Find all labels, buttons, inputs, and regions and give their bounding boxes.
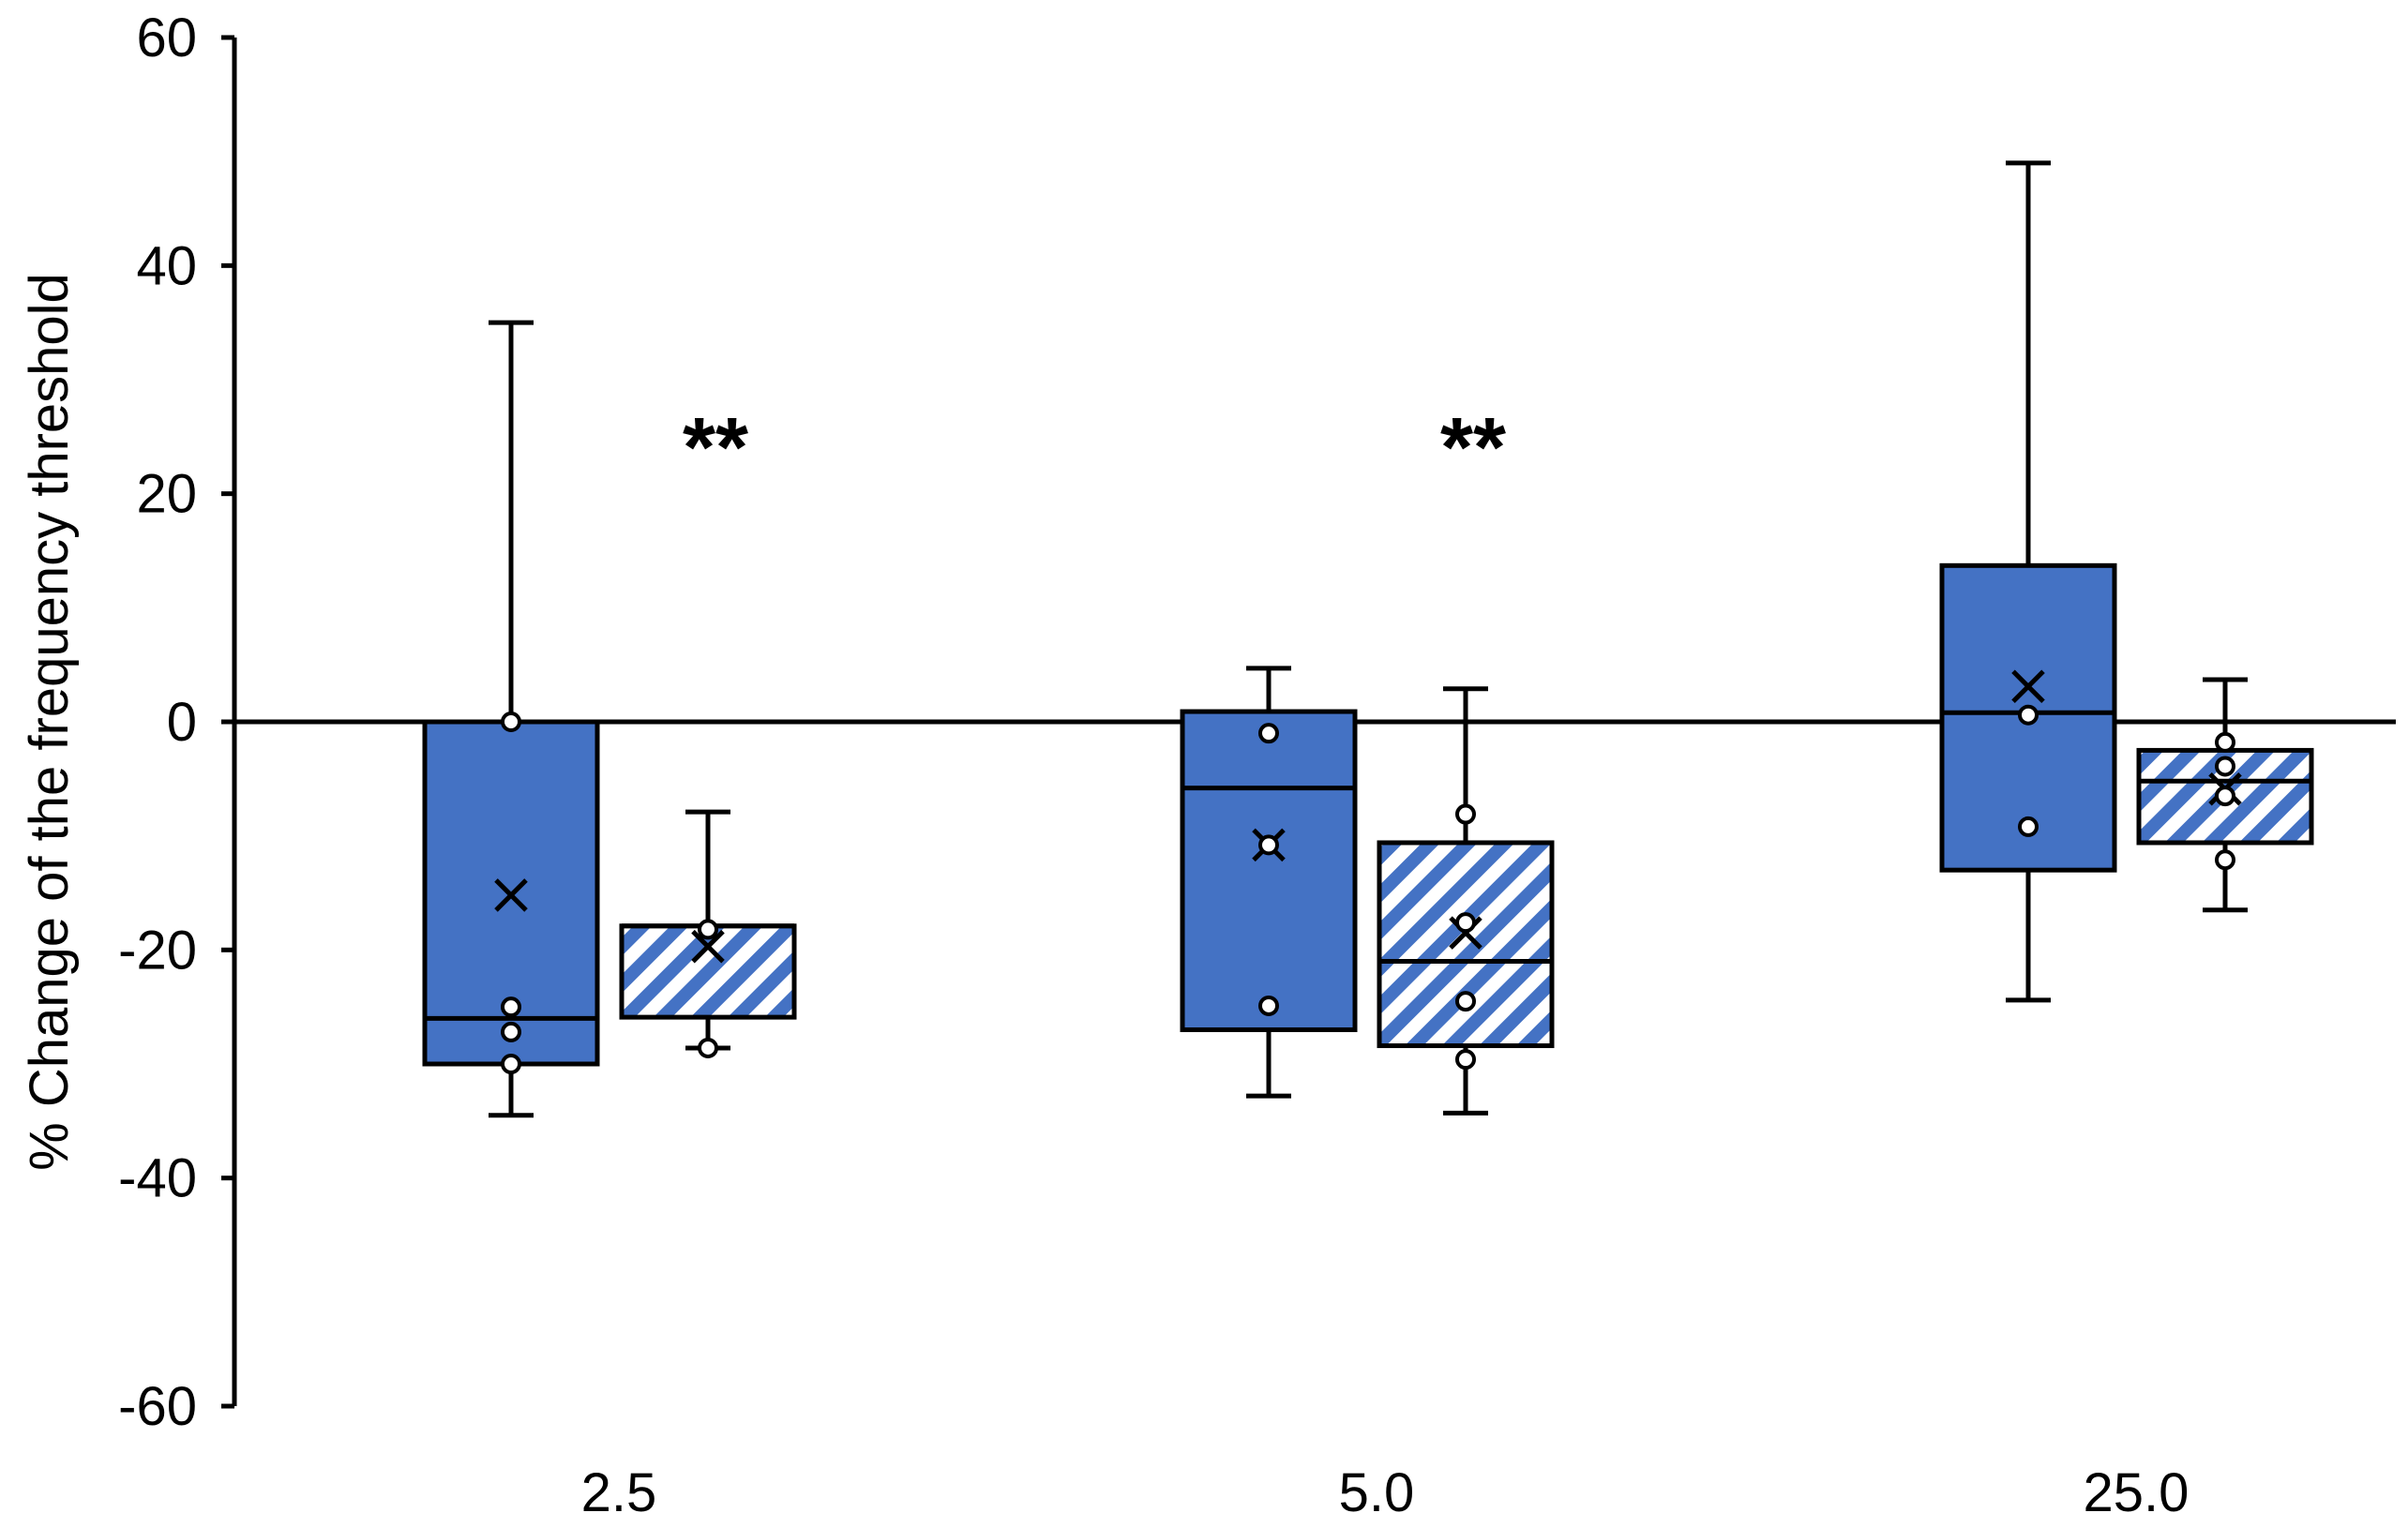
box-hatched-25-0: [2136, 677, 2314, 913]
y-tick-label: 60: [136, 7, 197, 68]
data-point: [698, 1037, 718, 1058]
data-point: [501, 1054, 521, 1074]
box-solid-25-0: [1939, 160, 2117, 1003]
data-point: [1258, 723, 1279, 744]
data-point: [1455, 912, 1476, 934]
plot-area: ** **: [422, 160, 2314, 1118]
y-tick-label: -60: [118, 1376, 197, 1437]
y-tick-label: -20: [118, 920, 197, 981]
box-iqr: [1180, 709, 1358, 1032]
data-point: [2215, 756, 2235, 777]
y-tick-label: 0: [167, 692, 197, 753]
significance-annotation: **: [1440, 401, 1506, 495]
data-point: [501, 996, 521, 1018]
mean-marker: [691, 929, 725, 964]
data-point: [1455, 991, 1476, 1012]
mean-marker: [494, 878, 528, 912]
box-solid-2-5: [422, 320, 600, 1118]
data-point: [501, 712, 521, 732]
y-axis-title: % Change of the frequency threshold: [19, 273, 80, 1171]
box-hatched-5-0: [1377, 686, 1555, 1116]
x-tick-label: 2.5: [581, 1462, 657, 1523]
box-hatched-2-5: [619, 809, 797, 1058]
data-point: [1258, 834, 1279, 856]
x-tick-label: 25.0: [2084, 1462, 2190, 1523]
data-point: [1455, 1049, 1476, 1071]
data-point: [501, 1021, 521, 1042]
box-iqr: [1377, 840, 1555, 1049]
data-point: [2018, 704, 2039, 726]
data-point: [698, 919, 718, 940]
y-axis: 60 40 20 0 -20 -40 -60: [118, 7, 237, 1437]
box-solid-5-0: [1180, 666, 1358, 1099]
data-point: [2215, 786, 2235, 807]
mean-marker: [2011, 669, 2045, 704]
data-point: [1258, 995, 1279, 1016]
data-point: [2215, 849, 2235, 871]
y-tick-label: 40: [136, 235, 197, 296]
y-tick-label: -40: [118, 1148, 197, 1209]
x-tick-label: 5.0: [1339, 1462, 1415, 1523]
data-point: [2215, 731, 2235, 753]
y-tick-label: 20: [136, 464, 197, 525]
data-point: [2018, 816, 2039, 837]
data-point: [1455, 803, 1476, 825]
significance-annotation: **: [683, 401, 748, 495]
